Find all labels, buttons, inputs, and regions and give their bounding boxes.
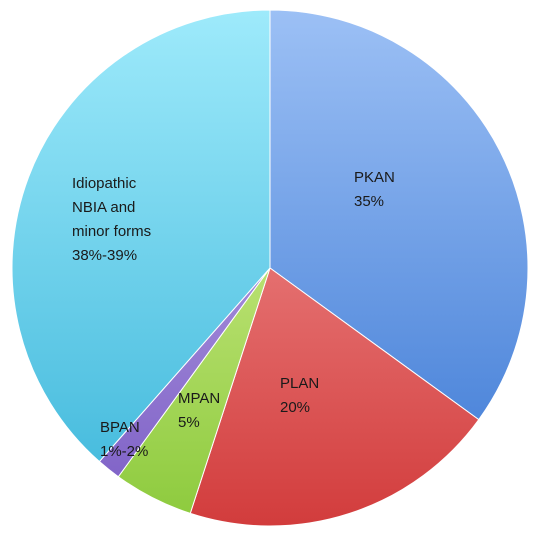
pie-slices — [11, 9, 529, 527]
pie-labels: PKAN 35% PLAN 20% MPAN 5% BPAN 1%-2% Idiopathic N… — [72, 169, 395, 460]
slice-label-pkan: PKAN 35% — [354, 169, 395, 210]
pie-slice-pkan — [269, 9, 529, 421]
slice-value-text: 5% — [178, 414, 200, 431]
pie-slice-plan — [189, 267, 480, 527]
slice-value-text: 35% — [354, 193, 384, 210]
slice-name-text: NBIA and — [72, 199, 135, 216]
slice-value-text: 1%-2% — [100, 443, 148, 460]
slice-label-bpan: BPAN 1%-2% — [100, 419, 148, 460]
slice-name-text: Idiopathic — [72, 175, 137, 192]
slice-label-idiopathic-nbia-and-minor-forms: Idiopathic NBIA and minor forms 38%-39% — [72, 175, 151, 264]
slice-value-text: 20% — [280, 399, 310, 416]
slice-name-text: PLAN — [280, 375, 319, 392]
slice-name-text: PKAN — [354, 169, 395, 186]
pie-slice-idiopathic-nbia-and-minor-forms — [11, 9, 271, 463]
slice-name-text: BPAN — [100, 419, 140, 436]
slice-label-plan: PLAN 20% — [280, 375, 319, 416]
slice-name-text: minor forms — [72, 223, 151, 240]
slice-value-text: 38%-39% — [72, 247, 137, 264]
slice-label-mpan: MPAN 5% — [178, 390, 220, 431]
slice-name-text: MPAN — [178, 390, 220, 407]
